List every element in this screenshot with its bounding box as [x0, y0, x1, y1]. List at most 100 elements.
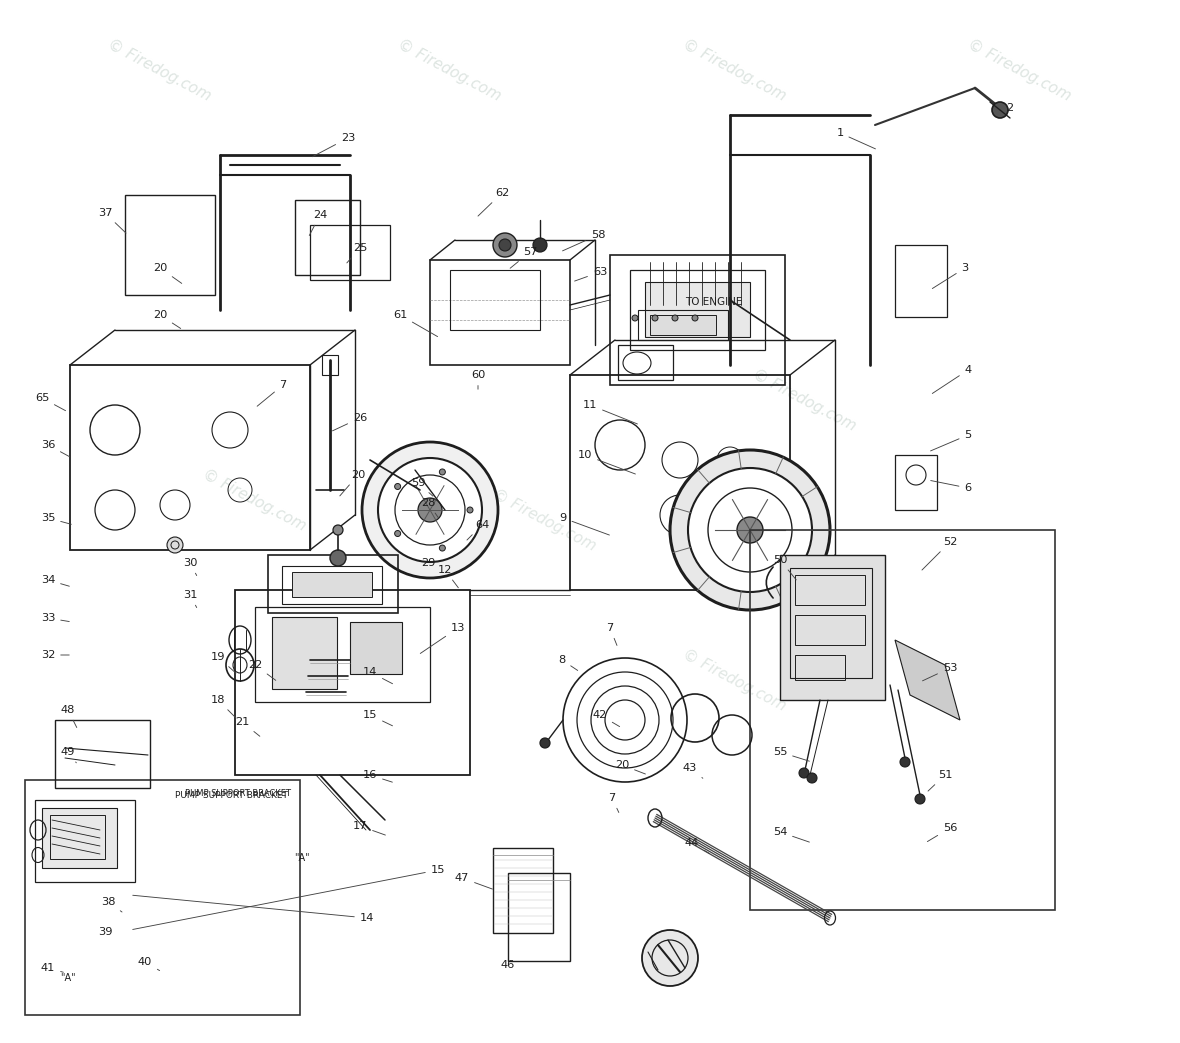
Bar — [295, 200, 360, 275]
Text: 24: 24 — [309, 210, 327, 236]
Text: 2: 2 — [1007, 103, 1014, 113]
Bar — [630, 270, 765, 350]
Circle shape — [333, 525, 343, 535]
Bar — [795, 615, 865, 645]
Bar — [273, 617, 337, 689]
Bar — [570, 375, 789, 590]
Circle shape — [799, 768, 809, 778]
Text: 49: 49 — [61, 747, 77, 762]
Text: 47: 47 — [454, 873, 492, 889]
Text: 33: 33 — [41, 613, 70, 623]
Circle shape — [670, 450, 830, 610]
Bar — [638, 310, 728, 340]
Circle shape — [394, 484, 401, 489]
Text: 17: 17 — [353, 821, 386, 835]
Text: 60: 60 — [471, 370, 485, 389]
Text: PUMP SUPPORT BRACKET: PUMP SUPPORT BRACKET — [175, 791, 288, 800]
Circle shape — [330, 550, 346, 566]
Text: 41: 41 — [41, 963, 64, 973]
Text: © Firedog.com: © Firedog.com — [750, 366, 859, 434]
Text: 19: 19 — [211, 652, 236, 673]
Bar — [795, 575, 865, 605]
Bar — [430, 260, 570, 365]
Bar — [291, 572, 372, 597]
Bar — [509, 873, 570, 961]
Text: 9: 9 — [559, 513, 609, 535]
Circle shape — [439, 545, 445, 551]
Bar — [322, 355, 337, 375]
Text: © Firedog.com: © Firedog.com — [490, 486, 598, 554]
Text: 42: 42 — [592, 710, 620, 727]
Text: 4: 4 — [932, 365, 971, 393]
Circle shape — [467, 507, 473, 513]
Text: TO ENGINE: TO ENGINE — [686, 297, 742, 307]
Circle shape — [439, 469, 445, 475]
Bar — [35, 800, 135, 882]
Text: 50: 50 — [773, 555, 796, 580]
Circle shape — [378, 458, 481, 562]
Circle shape — [688, 468, 812, 592]
Text: 30: 30 — [183, 558, 197, 576]
Text: 58: 58 — [563, 231, 605, 251]
Text: 22: 22 — [248, 660, 276, 680]
Text: 13: 13 — [420, 623, 465, 654]
Text: 14: 14 — [362, 668, 393, 684]
Circle shape — [671, 315, 678, 321]
Text: 43: 43 — [683, 763, 703, 778]
Text: 46: 46 — [500, 960, 516, 970]
Text: 21: 21 — [235, 717, 260, 736]
Text: 15: 15 — [362, 710, 393, 726]
Bar — [450, 270, 540, 330]
Text: 10: 10 — [578, 450, 635, 474]
Text: 15: 15 — [132, 865, 445, 929]
Circle shape — [642, 930, 699, 986]
Text: 7: 7 — [609, 793, 618, 812]
Polygon shape — [894, 640, 961, 720]
Text: 38: 38 — [100, 897, 122, 912]
Text: © Firedog.com: © Firedog.com — [680, 37, 788, 103]
Text: 63: 63 — [575, 267, 608, 281]
Circle shape — [992, 102, 1008, 118]
Text: 1: 1 — [837, 128, 876, 149]
Text: 20: 20 — [153, 310, 181, 329]
Circle shape — [914, 794, 925, 804]
Text: "A": "A" — [60, 973, 76, 983]
Circle shape — [394, 531, 401, 536]
Text: 40: 40 — [138, 957, 159, 971]
Text: 20: 20 — [153, 263, 182, 284]
Text: 32: 32 — [41, 650, 70, 660]
Text: 6: 6 — [931, 481, 971, 493]
Text: 18: 18 — [211, 695, 236, 718]
Text: 52: 52 — [922, 537, 957, 571]
Circle shape — [533, 238, 548, 252]
Text: 64: 64 — [467, 520, 490, 540]
Text: 28: 28 — [421, 498, 439, 517]
Text: 59: 59 — [411, 478, 433, 496]
Bar — [894, 455, 937, 510]
Text: 37: 37 — [98, 208, 126, 233]
Text: 62: 62 — [478, 188, 509, 216]
Text: 51: 51 — [927, 770, 952, 791]
Text: 3: 3 — [932, 263, 969, 289]
Bar — [750, 530, 1055, 909]
Text: 54: 54 — [773, 827, 809, 842]
Circle shape — [738, 517, 763, 543]
Circle shape — [499, 239, 511, 251]
Circle shape — [418, 498, 442, 522]
Text: 7: 7 — [257, 380, 287, 406]
Bar — [310, 225, 391, 280]
Circle shape — [691, 315, 699, 321]
Bar — [493, 848, 553, 933]
Text: © Firedog.com: © Firedog.com — [395, 37, 504, 103]
Text: 8: 8 — [558, 655, 578, 671]
Text: 26: 26 — [333, 413, 367, 431]
Text: 34: 34 — [41, 575, 70, 586]
Bar — [618, 345, 673, 380]
Circle shape — [168, 537, 183, 553]
Bar — [650, 315, 716, 335]
Text: 39: 39 — [98, 927, 112, 937]
Text: © Firedog.com: © Firedog.com — [105, 37, 214, 103]
Bar — [789, 568, 872, 678]
Text: 53: 53 — [923, 663, 957, 681]
Bar — [255, 607, 430, 702]
